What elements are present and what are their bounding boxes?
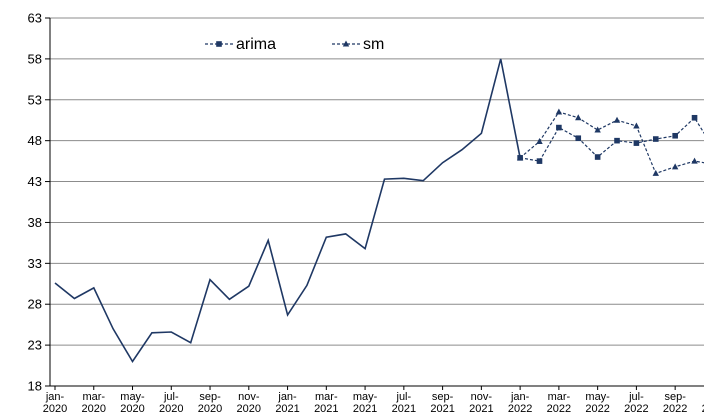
y-tick-label: 33 [28, 256, 42, 271]
x-tick-label: mar-2021 [314, 391, 338, 415]
x-tick-label: sep-2021 [430, 391, 454, 415]
series-group [54, 58, 704, 363]
x-tick-label: jul-2020 [159, 391, 183, 415]
arima-point [672, 132, 678, 139]
sm-point [594, 126, 601, 133]
sm-point [516, 154, 524, 161]
arima-series-line [519, 116, 704, 162]
x-tick-label: may-2021 [353, 391, 378, 415]
sm-point [613, 116, 621, 123]
sm-point [652, 169, 659, 176]
legend-marker [342, 40, 350, 47]
y-tick-label: 63 [28, 11, 42, 26]
arima-point [633, 140, 640, 146]
actual-series-line [54, 58, 521, 363]
y-tick-label: 28 [28, 297, 42, 312]
x-tick-label: may-2022 [585, 391, 610, 415]
y-tick-label: 18 [28, 379, 42, 394]
sm-point [671, 163, 679, 170]
legend-label: arima [236, 36, 276, 53]
sm-point [555, 108, 563, 115]
arima-point [614, 137, 620, 144]
arima-point [536, 158, 543, 164]
x-tick-label: may-2020 [120, 391, 145, 415]
arima-point [652, 136, 659, 142]
arima-point [575, 135, 582, 142]
x-tick-label: jul-2021 [392, 391, 416, 415]
gridlines [50, 17, 704, 387]
y-tick-label: 48 [28, 133, 42, 148]
x-tick-label: jan-2020 [43, 391, 67, 415]
x-tick-label: jul-2022 [624, 391, 648, 415]
x-tick-label: nov-2020 [237, 391, 261, 415]
legend-item-sm: sm [332, 36, 384, 53]
x-tick-label: sep-2020 [198, 391, 222, 415]
x-tick-label: mar-2020 [82, 391, 106, 415]
axes: 18 23 28 33 38 43 48 53 58 63 jan-2020 mar-2020 may-… [28, 11, 704, 415]
sm-point [575, 114, 582, 121]
y-tick-label: 23 [28, 338, 42, 353]
legend-label: sm [363, 36, 384, 53]
y-tick-label: 53 [28, 92, 42, 107]
arima-point [594, 154, 601, 160]
x-tick-label: sep-2022 [663, 391, 687, 415]
arima-point [556, 124, 562, 131]
y-tick-label: 43 [28, 174, 42, 189]
legend-marker [216, 41, 222, 47]
y-tick-label: 58 [28, 51, 42, 66]
sm-point [536, 137, 543, 144]
legend-item-arima: arima [205, 36, 276, 53]
x-tick-label: jan-2021 [275, 391, 299, 415]
x-tick-label: jan-2022 [508, 391, 532, 415]
x-tick-label: mar-2022 [547, 391, 571, 415]
arima-point [691, 114, 698, 121]
sm-point [691, 157, 698, 164]
sm-point [633, 122, 640, 129]
sm-series-line [519, 111, 704, 175]
legend: arima sm [205, 36, 384, 53]
x-tick-label: nov-2021 [469, 391, 493, 415]
y-tick-label: 38 [28, 215, 42, 230]
